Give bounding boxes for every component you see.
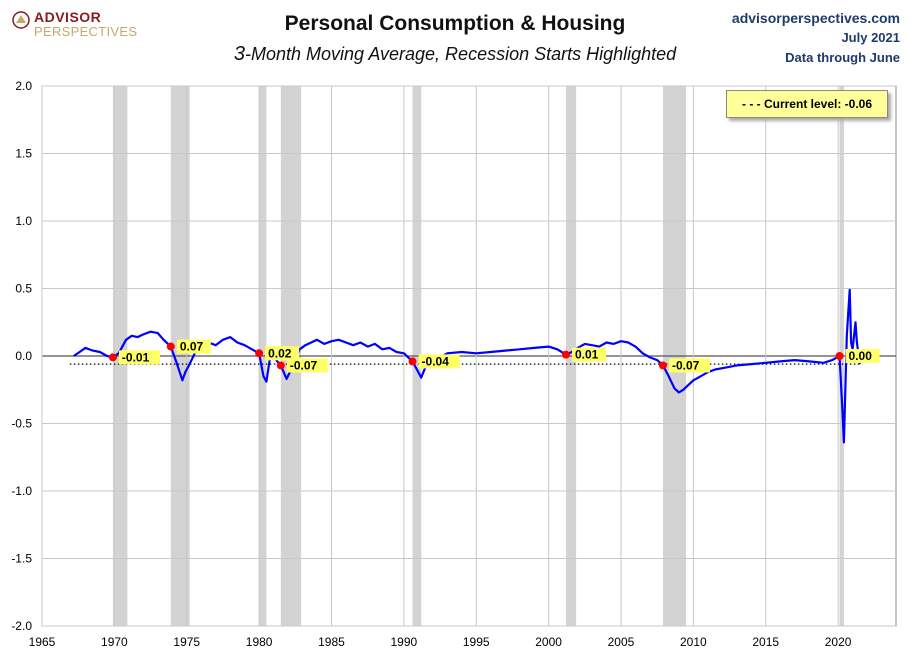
recession-start-marker xyxy=(255,349,264,358)
x-tick-label: 1985 xyxy=(318,635,345,649)
data-label: -0.07 xyxy=(290,358,318,372)
y-tick-label: -0.5 xyxy=(11,417,32,431)
y-tick-label: 0.5 xyxy=(15,282,32,296)
x-tick-label: 1995 xyxy=(463,635,490,649)
y-tick-label: 1.5 xyxy=(15,147,32,161)
data-label: -0.01 xyxy=(122,350,150,364)
data-label: 0.07 xyxy=(180,340,204,354)
series-line xyxy=(73,288,861,444)
data-label-bg xyxy=(845,349,880,363)
data-label-bg xyxy=(418,354,460,369)
x-tick-label: 2005 xyxy=(608,635,635,649)
source-date: July 2021 xyxy=(841,30,900,45)
logo-mark-icon xyxy=(12,11,30,29)
data-label: -0.07 xyxy=(672,358,700,372)
recession-start-marker xyxy=(658,361,667,370)
subtitle-lead: 3 xyxy=(233,43,245,65)
logo-word-advisor: ADVISOR xyxy=(34,9,102,25)
x-tick-label: 2020 xyxy=(825,635,852,649)
data-label: -0.04 xyxy=(422,354,450,368)
y-tick-label: -1.5 xyxy=(11,552,32,566)
x-tick-label: 2010 xyxy=(680,635,707,649)
source-site: advisorperspectives.com xyxy=(731,10,900,26)
recession-start-marker xyxy=(561,350,570,359)
data-label-bg xyxy=(176,339,211,354)
x-tick-label: 1990 xyxy=(391,635,418,649)
data-label-bg xyxy=(265,346,300,361)
source-info: advisorperspectives.com July 2021 Data t… xyxy=(732,8,900,68)
recession-start-marker xyxy=(276,361,285,370)
x-tick-label: 1965 xyxy=(29,635,56,649)
data-label: 0.02 xyxy=(268,346,292,360)
data-label-bg xyxy=(571,347,606,362)
x-tick-label: 1975 xyxy=(173,635,200,649)
data-label: 0.00 xyxy=(849,349,873,363)
data-label: 0.01 xyxy=(575,348,599,362)
y-tick-label: -2.0 xyxy=(11,619,32,633)
chart-title: Personal Consumption & Housing xyxy=(284,12,626,35)
recession-start-marker xyxy=(108,353,117,362)
logo-word-perspectives: PERSPECTIVES xyxy=(34,24,138,39)
data-label-bg xyxy=(118,350,160,365)
recession-start-marker xyxy=(408,357,417,366)
y-tick-label: -1.0 xyxy=(11,484,32,498)
data-label-bg xyxy=(286,358,328,373)
x-tick-label: 1970 xyxy=(101,635,128,649)
advisor-perspectives-logo: ADVISOR PERSPECTIVES xyxy=(8,8,138,39)
current-level-legend: - - - Current level: -0.06 xyxy=(726,90,888,118)
y-tick-label: 2.0 xyxy=(15,79,32,93)
x-tick-label: 2000 xyxy=(535,635,562,649)
recession-start-marker xyxy=(835,352,844,360)
x-tick-label: 1980 xyxy=(246,635,273,649)
y-tick-label: 1.0 xyxy=(15,214,32,228)
subtitle-rest: -Month Moving Average, Recession Starts … xyxy=(244,44,677,64)
x-tick-label: 2015 xyxy=(752,635,779,649)
data-label-bg xyxy=(668,358,710,373)
source-note: Data through June xyxy=(785,50,900,65)
y-tick-label: 0.0 xyxy=(15,349,32,363)
chart-subtitle: 3-Month Moving Average, Recession Starts… xyxy=(0,43,910,66)
recession-start-marker xyxy=(166,342,175,351)
